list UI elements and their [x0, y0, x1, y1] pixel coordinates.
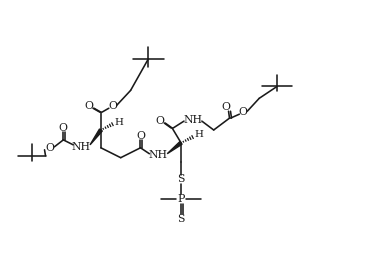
Text: H: H	[114, 118, 123, 127]
Polygon shape	[90, 129, 102, 145]
Text: O: O	[221, 102, 230, 112]
Text: O: O	[239, 107, 248, 117]
Text: O: O	[59, 123, 68, 133]
Polygon shape	[167, 141, 182, 154]
Text: NH: NH	[149, 150, 168, 160]
Text: O: O	[156, 116, 165, 126]
Text: O: O	[108, 101, 117, 111]
Text: O: O	[136, 131, 145, 141]
Text: S: S	[177, 214, 185, 224]
Text: NH: NH	[183, 115, 203, 125]
Text: H: H	[194, 131, 203, 139]
Text: NH: NH	[72, 142, 91, 152]
Text: O: O	[85, 101, 93, 111]
Text: P: P	[177, 194, 185, 204]
Text: S: S	[177, 175, 185, 184]
Text: O: O	[45, 143, 54, 153]
